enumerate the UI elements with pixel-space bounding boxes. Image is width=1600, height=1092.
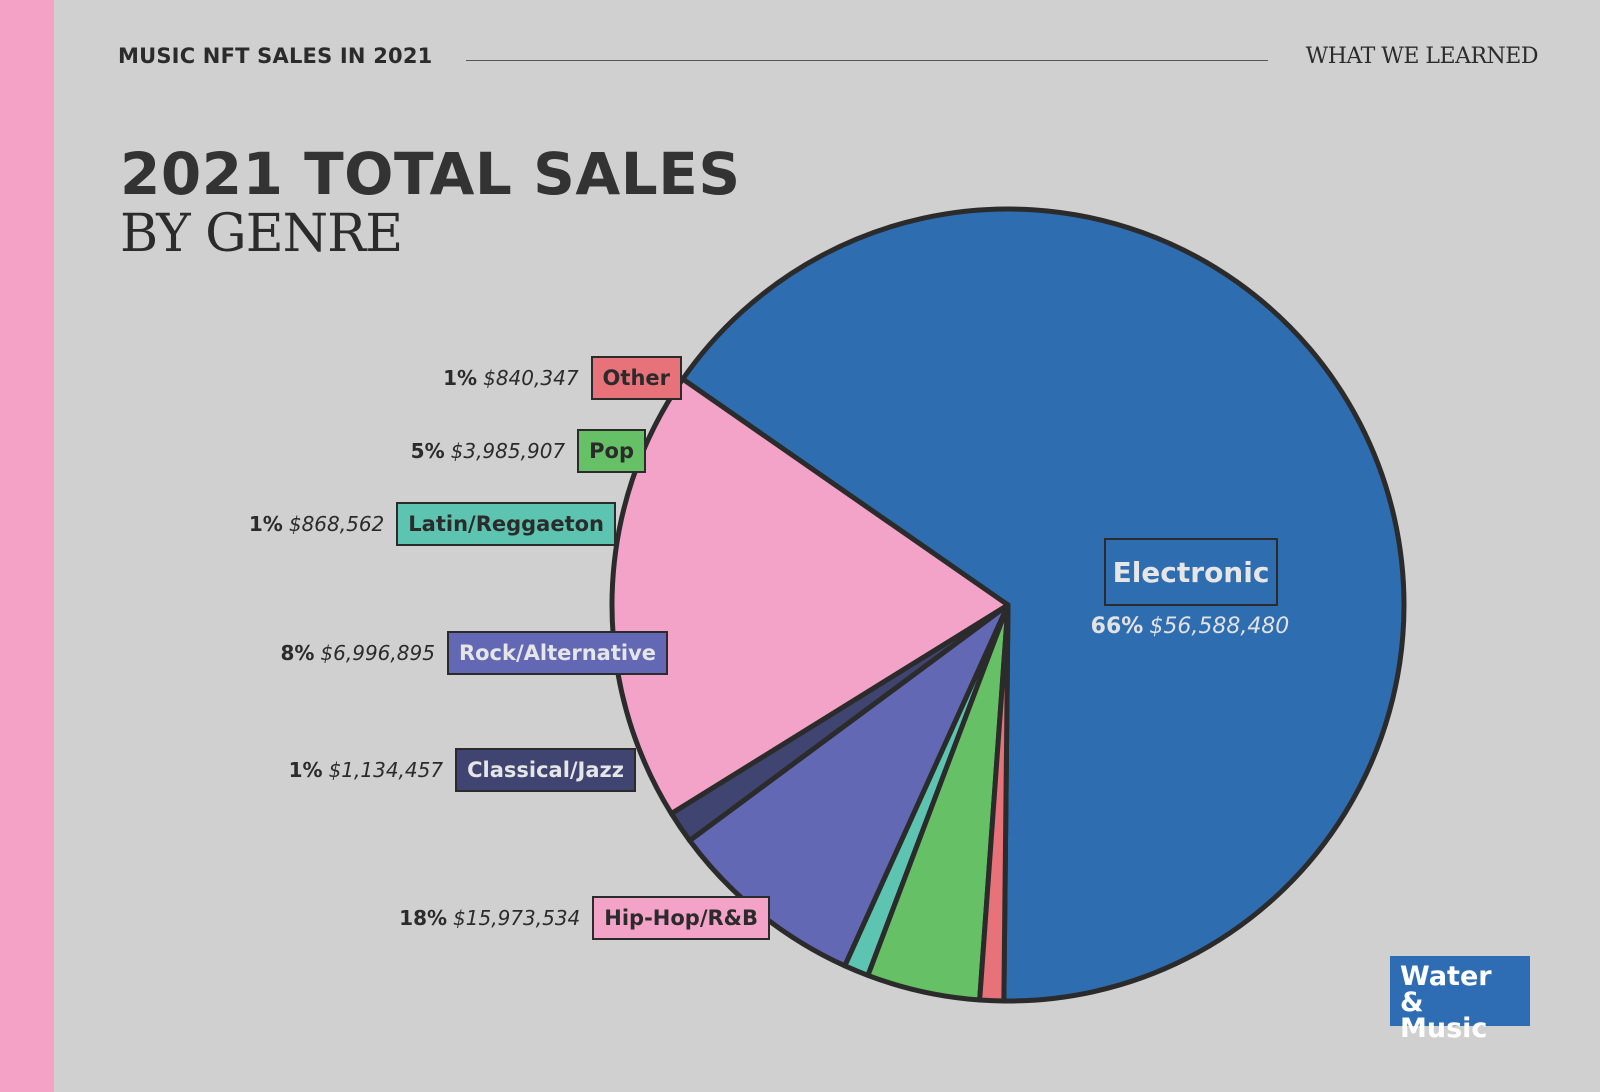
slice-tag-classical: Classical/Jazz — [455, 748, 636, 792]
slice-tag-other: Other — [590, 356, 682, 400]
slice-amount: $15,973,534 — [453, 906, 581, 930]
slice-amount: $3,985,907 — [450, 439, 566, 463]
slice-tag-rock: Rock/Alternative — [446, 631, 668, 675]
header-section-label: WHAT WE LEARNED — [1305, 44, 1539, 69]
slice-percent: 5% — [410, 439, 445, 463]
slice-tag-pop: Pop — [577, 429, 646, 473]
slice-amount: $6,996,895 — [320, 641, 435, 665]
side-stripe — [0, 0, 54, 1092]
slice-label-other: 1% $840,347 Other — [443, 355, 682, 401]
logo-line-2: & Music — [1400, 987, 1488, 1044]
slice-amount: $840,347 — [483, 366, 579, 390]
chart-subtitle: BY GENRE — [120, 204, 403, 264]
slice-percent: 1% — [248, 512, 283, 536]
slice-percent: 18% — [399, 906, 448, 930]
slice-tag-hiphop: Hip-Hop/R&B — [592, 896, 770, 940]
slice-amount: $56,588,480 — [1149, 614, 1290, 639]
slice-tag-electronic: Electronic — [1104, 538, 1278, 606]
header-title: MUSIC NFT SALES IN 2021 — [118, 44, 433, 68]
slice-percent: 1% — [443, 366, 478, 390]
pie-slice-electronic — [680, 206, 1407, 1004]
slice-label-pop: 5% $3,985,907 Pop — [411, 428, 646, 474]
pie-slice-other — [977, 602, 1011, 1004]
logo-line-1: Water — [1400, 961, 1492, 992]
slice-label-rock: 8% $6,996,895 Rock/Alternative — [280, 630, 668, 676]
slice-percent: 8% — [280, 641, 315, 665]
chart-title: 2021 TOTAL SALES — [120, 140, 741, 208]
slice-percent: 1% — [288, 758, 323, 782]
slice-percent: 66% — [1090, 614, 1144, 639]
slice-label-hiphop: 18% $15,973,534 Hip-Hop/R&B — [399, 895, 770, 941]
water-and-music-logo: Water & Music — [1390, 956, 1530, 1042]
slice-amount: $868,562 — [288, 512, 385, 536]
header-divider — [466, 60, 1268, 61]
slice-label-classical: 1% $1,134,457 Classical/Jazz — [289, 747, 636, 793]
slice-tag-latin: Latin/Reggaeton — [396, 502, 616, 546]
slice-amount: $1,134,457 — [328, 758, 444, 782]
slice-label-electronic: 66% $56,588,480 — [1070, 614, 1310, 639]
pie-slice-hip-hop-r-b — [609, 376, 1011, 817]
slice-label-latin: 1% $868,562 Latin/Reggaeton — [249, 501, 616, 547]
